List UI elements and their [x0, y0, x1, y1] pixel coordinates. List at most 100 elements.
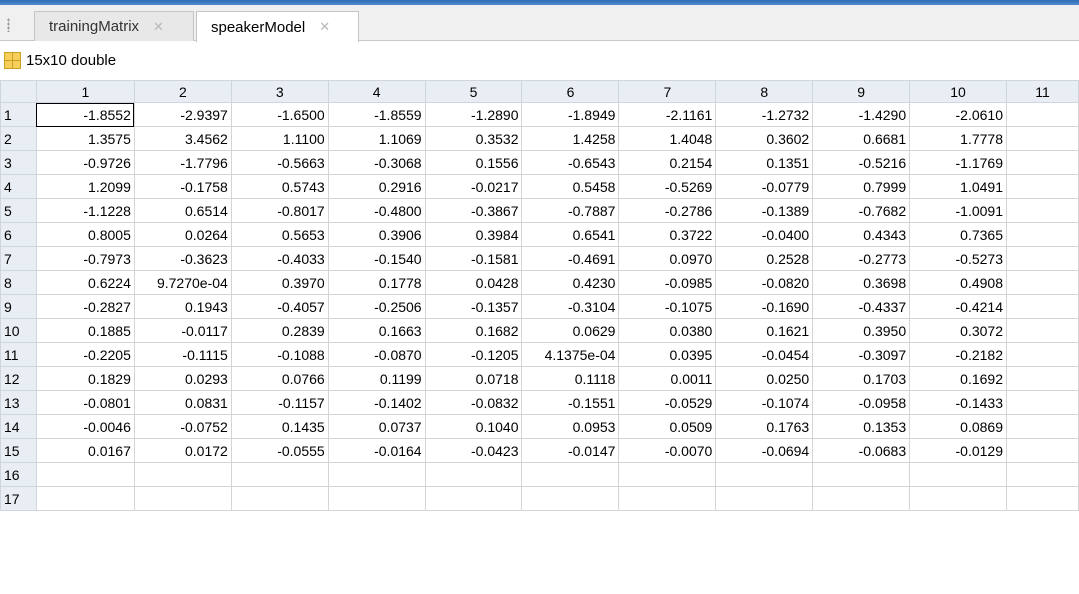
cell[interactable]: -0.0046: [35, 414, 135, 439]
cell[interactable]: 0.4343: [812, 222, 911, 247]
cell[interactable]: [424, 462, 523, 487]
cell[interactable]: -1.6500: [230, 102, 329, 127]
cell[interactable]: 0.7999: [812, 174, 911, 199]
cell[interactable]: -0.0164: [327, 438, 426, 463]
cell[interactable]: -0.1690: [715, 294, 814, 319]
cell[interactable]: -0.0423: [424, 438, 523, 463]
cell[interactable]: -0.0454: [715, 342, 814, 367]
cell[interactable]: -0.5273: [909, 246, 1007, 271]
cell[interactable]: -2.1161: [618, 102, 717, 127]
cell[interactable]: -0.0820: [715, 270, 814, 295]
cell[interactable]: [812, 486, 911, 511]
cell[interactable]: -0.2773: [812, 246, 911, 271]
cell[interactable]: -1.8552: [35, 102, 135, 127]
row-header-9[interactable]: 9: [0, 294, 37, 319]
cell[interactable]: -0.0217: [424, 174, 523, 199]
cell[interactable]: [1006, 246, 1079, 271]
cell[interactable]: 0.4230: [521, 270, 620, 295]
cell[interactable]: [1006, 198, 1079, 223]
column-header-11[interactable]: 11: [1006, 80, 1079, 103]
cell[interactable]: 0.1353: [812, 414, 911, 439]
cell[interactable]: [1006, 390, 1079, 415]
cell[interactable]: 0.0737: [327, 414, 426, 439]
column-header-8[interactable]: 8: [715, 80, 814, 103]
cell[interactable]: -1.4290: [812, 102, 911, 127]
column-header-9[interactable]: 9: [812, 80, 911, 103]
cell[interactable]: 0.1663: [327, 318, 426, 343]
row-header-15[interactable]: 15: [0, 438, 37, 463]
cell[interactable]: -0.0752: [133, 414, 232, 439]
column-header-2[interactable]: 2: [133, 80, 232, 103]
cell[interactable]: 0.3984: [424, 222, 523, 247]
cell[interactable]: -0.4033: [230, 246, 329, 271]
cell[interactable]: 0.0509: [618, 414, 717, 439]
cell[interactable]: 0.2154: [618, 150, 717, 175]
grid-corner[interactable]: [0, 80, 37, 103]
cell[interactable]: 0.0428: [424, 270, 523, 295]
cell[interactable]: -0.4337: [812, 294, 911, 319]
cell[interactable]: [909, 462, 1007, 487]
row-header-3[interactable]: 3: [0, 150, 37, 175]
cell[interactable]: [618, 486, 717, 511]
cell[interactable]: [1006, 126, 1079, 151]
cell[interactable]: -0.5269: [618, 174, 717, 199]
cell[interactable]: -1.1228: [35, 198, 135, 223]
cell[interactable]: [1006, 414, 1079, 439]
cell[interactable]: -0.3104: [521, 294, 620, 319]
cell[interactable]: 0.5653: [230, 222, 329, 247]
cell[interactable]: 0.2528: [715, 246, 814, 271]
row-header-6[interactable]: 6: [0, 222, 37, 247]
cell[interactable]: [1006, 294, 1079, 319]
cell[interactable]: 0.0718: [424, 366, 523, 391]
tab-speakermodel[interactable]: speakerModel ✕: [196, 11, 359, 42]
cell[interactable]: -0.1074: [715, 390, 814, 415]
cell[interactable]: 3.4562: [133, 126, 232, 151]
cell[interactable]: [424, 486, 523, 511]
row-header-7[interactable]: 7: [0, 246, 37, 271]
column-header-5[interactable]: 5: [424, 80, 523, 103]
cell[interactable]: 0.6514: [133, 198, 232, 223]
cell[interactable]: -0.2205: [35, 342, 135, 367]
cell[interactable]: -1.8559: [327, 102, 426, 127]
column-header-7[interactable]: 7: [618, 80, 717, 103]
cell[interactable]: -0.0832: [424, 390, 523, 415]
cell[interactable]: 0.3906: [327, 222, 426, 247]
row-header-12[interactable]: 12: [0, 366, 37, 391]
cell[interactable]: 0.0167: [35, 438, 135, 463]
cell[interactable]: -0.0400: [715, 222, 814, 247]
cell[interactable]: -0.0147: [521, 438, 620, 463]
cell[interactable]: [1006, 174, 1079, 199]
cell[interactable]: 0.1829: [35, 366, 135, 391]
cell[interactable]: [618, 462, 717, 487]
cell[interactable]: [1006, 102, 1079, 127]
cell[interactable]: -0.0529: [618, 390, 717, 415]
column-header-3[interactable]: 3: [230, 80, 329, 103]
cell[interactable]: -1.1769: [909, 150, 1007, 175]
variable-grid[interactable]: 1 2 3 4 5 6 7 8 9 10 11 1 -1.8552 -2.9397 -1.6500 -1.8…: [0, 80, 1079, 594]
cell[interactable]: 0.0831: [133, 390, 232, 415]
cell[interactable]: -2.9397: [133, 102, 232, 127]
cell[interactable]: 1.1100: [230, 126, 329, 151]
cell[interactable]: -0.9726: [35, 150, 135, 175]
cell[interactable]: -0.5216: [812, 150, 911, 175]
cell[interactable]: [1006, 270, 1079, 295]
cell[interactable]: -0.0694: [715, 438, 814, 463]
cell[interactable]: 0.1621: [715, 318, 814, 343]
cell[interactable]: -0.2786: [618, 198, 717, 223]
cell[interactable]: -0.3068: [327, 150, 426, 175]
cell[interactable]: 0.3950: [812, 318, 911, 343]
cell[interactable]: 0.8005: [35, 222, 135, 247]
cell[interactable]: [133, 462, 232, 487]
row-header-16[interactable]: 16: [0, 462, 37, 487]
cell[interactable]: [1006, 342, 1079, 367]
cell[interactable]: 0.1778: [327, 270, 426, 295]
row-header-2[interactable]: 2: [0, 126, 37, 151]
cell[interactable]: [812, 462, 911, 487]
cell[interactable]: -0.0801: [35, 390, 135, 415]
cell[interactable]: -0.2182: [909, 342, 1007, 367]
cell[interactable]: -1.0091: [909, 198, 1007, 223]
row-header-14[interactable]: 14: [0, 414, 37, 439]
cell[interactable]: 0.2916: [327, 174, 426, 199]
cell[interactable]: 9.7270e-04: [133, 270, 232, 295]
cell[interactable]: -0.0870: [327, 342, 426, 367]
